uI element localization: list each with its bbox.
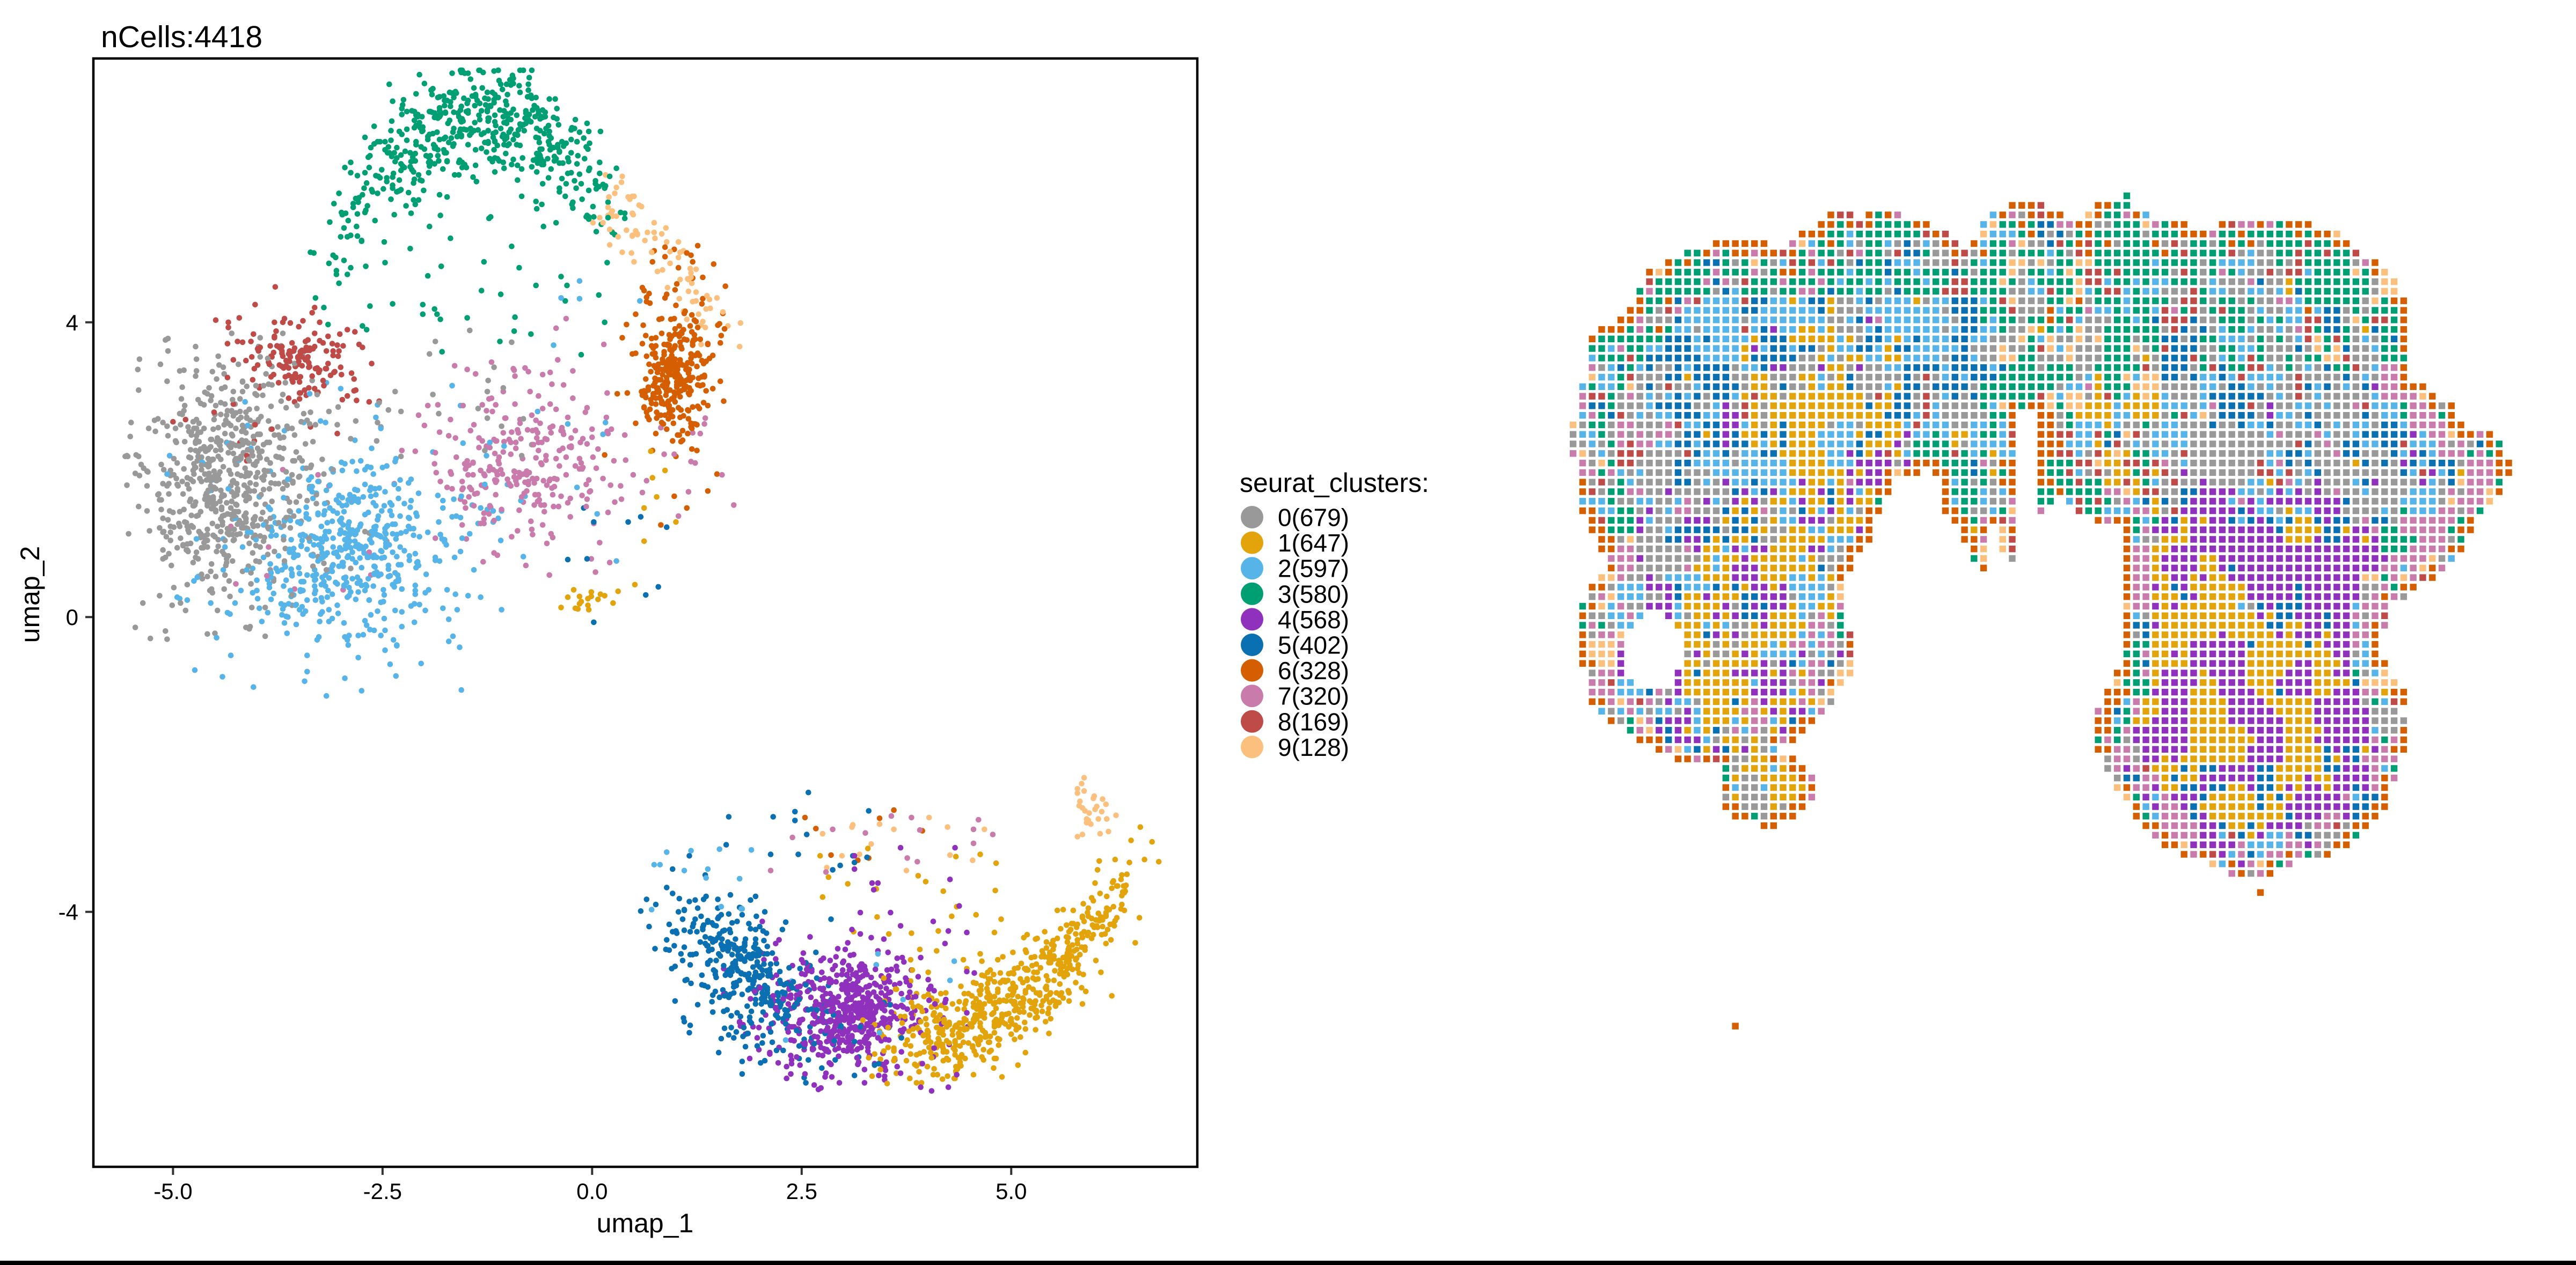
umap-title: nCells:4418: [101, 20, 262, 54]
legend-swatch-5: [1241, 634, 1263, 656]
umap-y-axis-title: umap_2: [15, 546, 45, 643]
cluster-legend: seurat_clusters: 0(679)1(647)2(597)3(580…: [1240, 468, 1429, 761]
spatial-spots-layer: [1570, 192, 2512, 1029]
legend-swatch-2: [1241, 557, 1263, 580]
legend-swatch-1: [1241, 531, 1263, 554]
y-tick-label: 4: [66, 310, 78, 335]
umap-panel: -5.0 -2.5 0.0 2.5 5.0 -4 0 4 nCells:4418 umap_…: [15, 20, 1199, 1238]
x-tick-label: 2.5: [786, 1179, 817, 1204]
y-tick-label: -4: [58, 900, 78, 925]
y-tick-label: 0: [66, 605, 78, 630]
x-tick-label: -5.0: [153, 1179, 192, 1204]
legend-label-6: 6(328): [1278, 657, 1349, 685]
legend-label-5: 5(402): [1278, 631, 1349, 659]
legend-swatch-6: [1241, 659, 1263, 682]
umap-x-axis: -5.0 -2.5 0.0 2.5 5.0: [153, 1168, 1027, 1204]
x-tick-label: 0.0: [576, 1179, 608, 1204]
x-tick-label: 5.0: [996, 1179, 1027, 1204]
legend-swatch-9: [1241, 736, 1263, 759]
legend-label-8: 8(169): [1278, 708, 1349, 736]
spatial-panel: [1570, 192, 2512, 1029]
legend-label-0: 0(679): [1278, 504, 1349, 532]
legend-label-2: 2(597): [1278, 555, 1349, 583]
umap-y-axis: -4 0 4: [58, 310, 92, 925]
legend-swatch-0: [1241, 506, 1263, 528]
x-tick-label: -2.5: [363, 1179, 402, 1204]
legend-swatch-3: [1241, 582, 1263, 605]
legend-label-7: 7(320): [1278, 682, 1349, 710]
legend-label-4: 4(568): [1278, 606, 1349, 634]
legend-label-9: 9(128): [1278, 733, 1349, 761]
legend-label-1: 1(647): [1278, 529, 1349, 557]
legend-title: seurat_clusters:: [1240, 468, 1429, 498]
legend-swatch-4: [1241, 608, 1263, 631]
legend-swatch-8: [1241, 710, 1263, 733]
umap-panel-border: [92, 57, 1199, 1168]
bottom-bar: [0, 1261, 2576, 1265]
umap-points-layer: [122, 67, 1162, 1094]
legend-swatch-7: [1241, 685, 1263, 708]
legend-items: 0(679)1(647)2(597)3(580)4(568)5(402)6(32…: [1241, 504, 1349, 761]
legend-label-3: 3(580): [1278, 580, 1349, 608]
umap-x-axis-title: umap_1: [597, 1208, 694, 1238]
